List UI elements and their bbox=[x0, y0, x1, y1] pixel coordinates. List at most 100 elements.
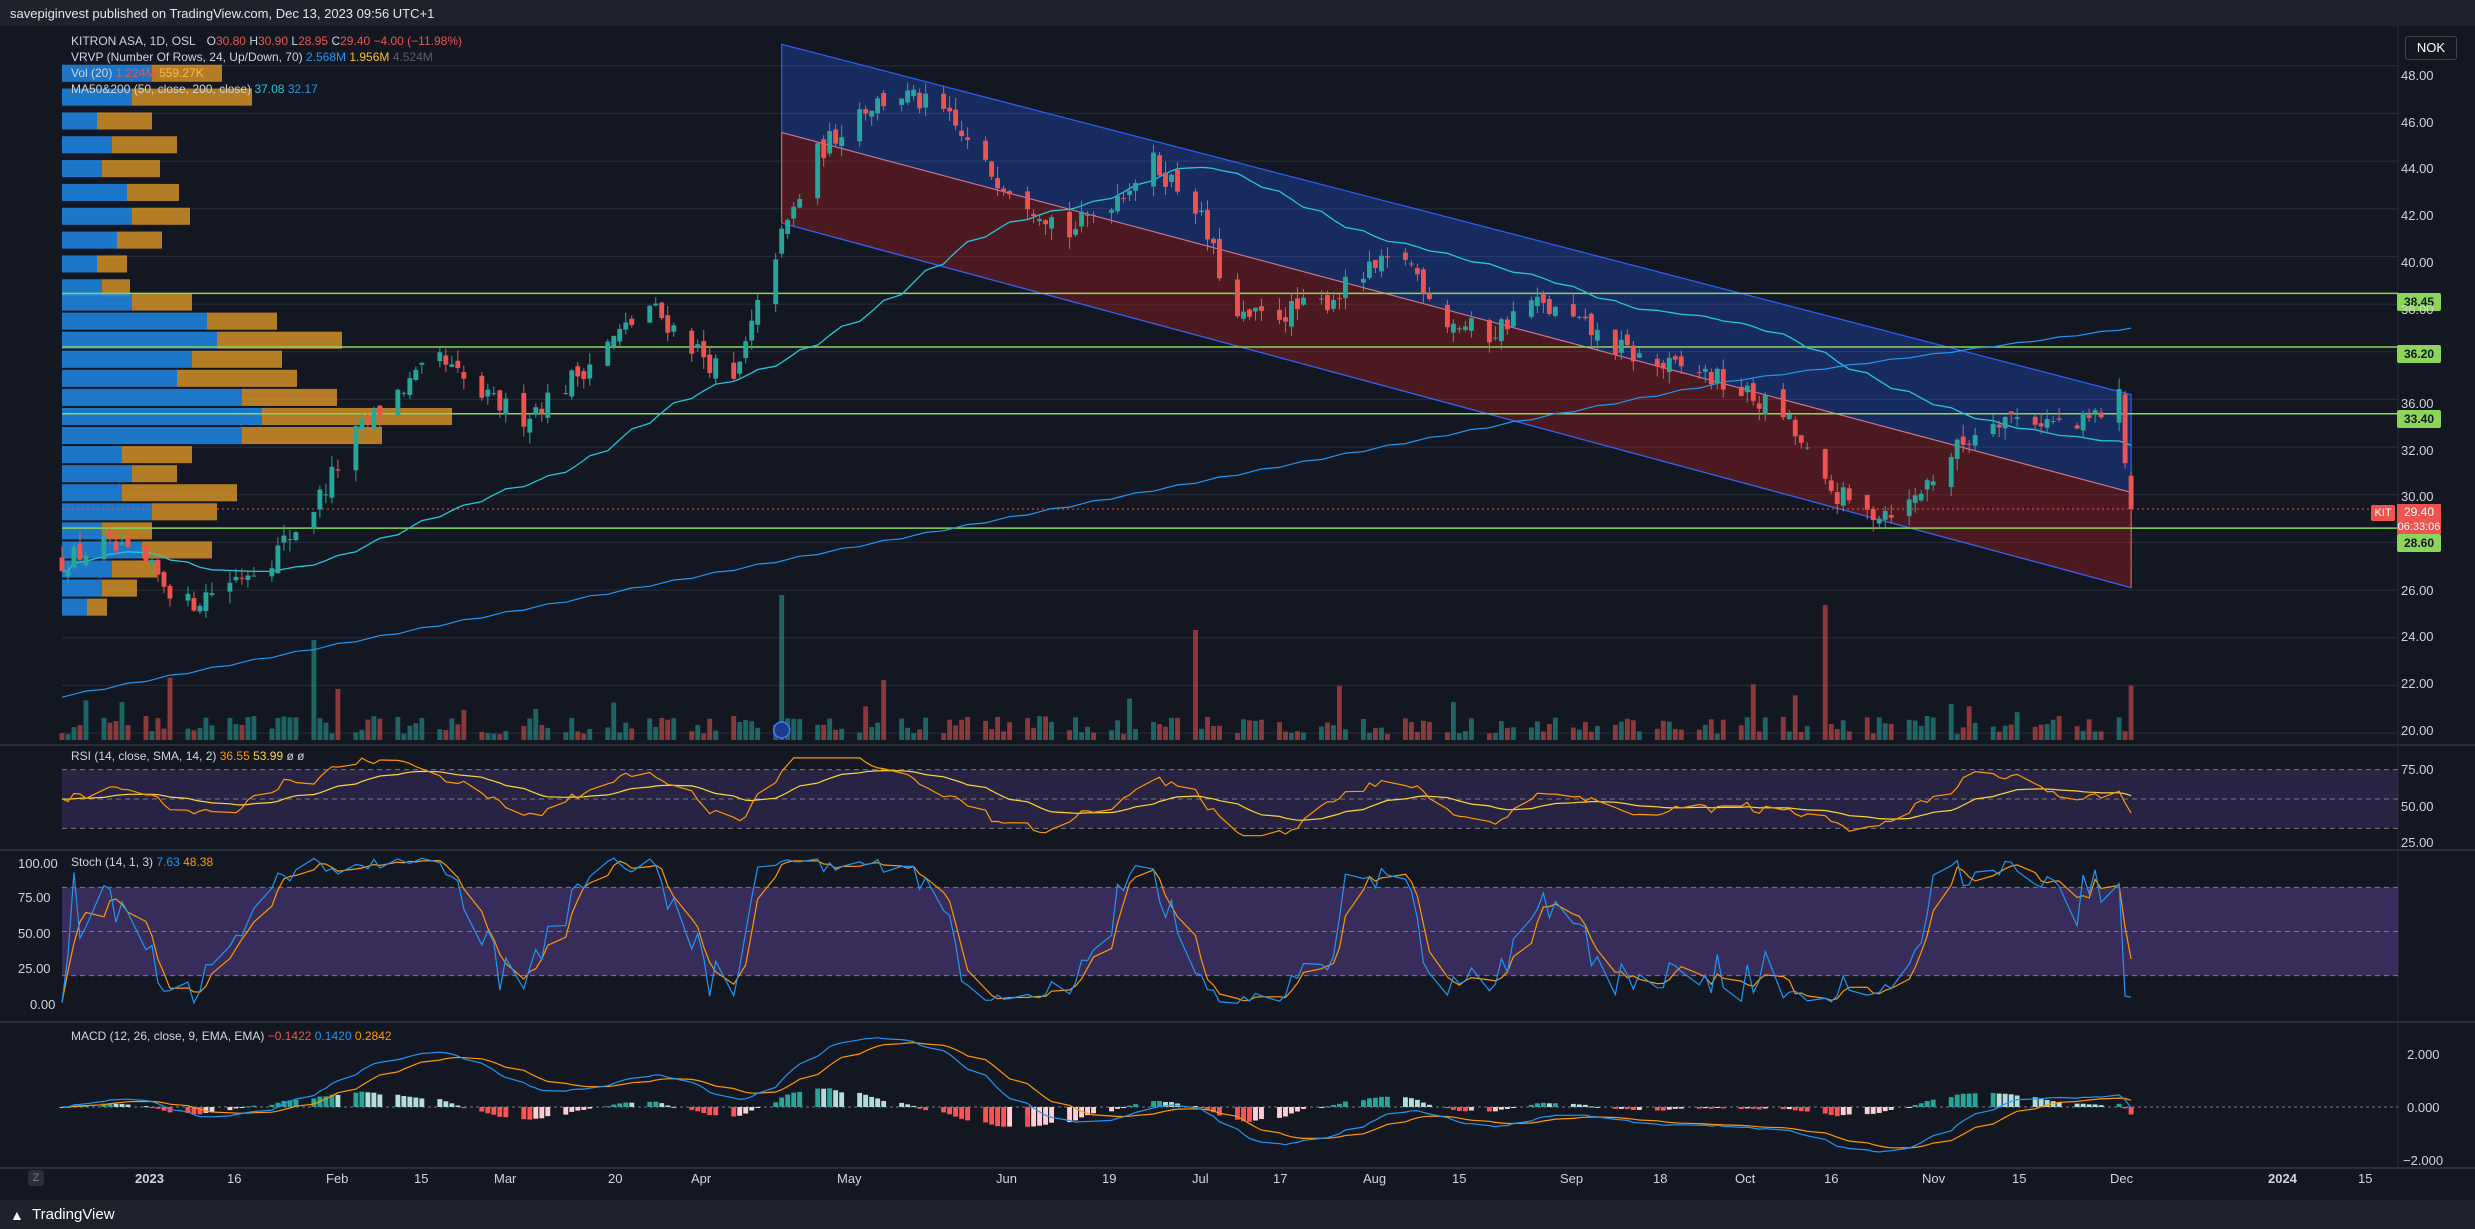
macd-hist-bar bbox=[293, 1099, 299, 1107]
macd-hist-bar bbox=[863, 1094, 869, 1107]
candle-body bbox=[713, 358, 719, 379]
macd-hist-bar bbox=[785, 1094, 791, 1107]
volume-bar bbox=[1007, 722, 1013, 740]
volume-bar bbox=[1540, 731, 1546, 740]
symbol-row[interactable]: KITRON ASA, 1D, OSL O30.80 H30.90 L28.95… bbox=[71, 33, 462, 49]
volume-bar bbox=[839, 728, 845, 740]
macd-hist-bar bbox=[107, 1103, 113, 1107]
vrvp-up-bar bbox=[62, 312, 207, 330]
volume-bar bbox=[1702, 724, 1708, 740]
volume-bar bbox=[203, 717, 209, 740]
volume-bar bbox=[1211, 726, 1216, 740]
time-tick: 15 bbox=[2012, 1171, 2027, 1186]
candle-body bbox=[1462, 326, 1468, 330]
macd-hist-bar bbox=[1636, 1107, 1642, 1110]
macd-hist-bar bbox=[2038, 1098, 2044, 1107]
volume-bar bbox=[479, 731, 485, 740]
vrvp-down: 1.956M bbox=[349, 50, 390, 64]
candle-body bbox=[2038, 423, 2044, 427]
macd-hist-bar bbox=[479, 1107, 485, 1112]
volume-bar bbox=[1414, 731, 1420, 740]
candle-body bbox=[1588, 313, 1594, 336]
candle-body bbox=[653, 303, 659, 306]
candle-body bbox=[587, 364, 593, 379]
tradingview-logo-icon[interactable]: ▲ bbox=[10, 1207, 24, 1223]
volume-bar bbox=[1492, 732, 1498, 740]
volume-bar bbox=[539, 725, 545, 740]
candle-body bbox=[371, 408, 377, 429]
candle-body bbox=[2116, 389, 2122, 423]
macd-hist-bar bbox=[1402, 1097, 1408, 1107]
candle-body bbox=[995, 178, 1001, 189]
volume-bar bbox=[1672, 729, 1678, 740]
macd-hist-bar bbox=[1205, 1107, 1210, 1111]
time-axis[interactable]: Z 2023 16 Feb 15 Mar 20 Apr May Jun 19 J… bbox=[0, 1168, 2475, 1190]
volume-bar bbox=[1714, 733, 1720, 740]
candle-body bbox=[1540, 293, 1546, 303]
candle-body bbox=[311, 512, 317, 529]
time-tick: 15 bbox=[2358, 1171, 2373, 1186]
macd-hist-bar bbox=[2128, 1107, 2134, 1115]
macd-hist-bar bbox=[1384, 1096, 1390, 1107]
macd-hist-bar bbox=[329, 1094, 335, 1107]
candle-body bbox=[821, 139, 827, 159]
volume-bar bbox=[1133, 728, 1138, 740]
candle-body bbox=[407, 378, 413, 396]
volume-bar bbox=[1834, 728, 1840, 740]
volume-bar bbox=[833, 729, 839, 740]
vrvp-down-bar bbox=[112, 560, 157, 578]
stoch-legend[interactable]: Stoch (14, 1, 3) 7.63 48.38 bbox=[71, 855, 213, 869]
volume-bar bbox=[689, 731, 695, 740]
macd-hist-bar bbox=[1972, 1093, 1978, 1107]
macd-hist-bar bbox=[1007, 1107, 1013, 1127]
volume-bar bbox=[749, 721, 755, 740]
price-tick: 32.00 bbox=[2401, 443, 2434, 458]
volume-bar bbox=[401, 733, 407, 740]
price-countdown: 06:33:06 bbox=[2397, 520, 2441, 534]
candle-body bbox=[2092, 410, 2098, 414]
macd-hist-bar bbox=[1834, 1107, 1840, 1117]
candle-body bbox=[239, 577, 245, 579]
candle-body bbox=[1636, 353, 1642, 358]
volume-bar bbox=[857, 732, 863, 740]
candle-body bbox=[317, 489, 323, 510]
volume-bar bbox=[101, 718, 107, 740]
vol-row[interactable]: Vol (20) 1.224M 559.27K bbox=[71, 65, 462, 81]
candle-body bbox=[1067, 211, 1073, 238]
zoom-button[interactable]: Z bbox=[28, 1170, 44, 1186]
volume-bar bbox=[2122, 731, 2128, 740]
vrvp-down-bar bbox=[127, 183, 179, 201]
macd-signal-line bbox=[62, 1042, 2132, 1149]
symbol-name[interactable]: KITRON ASA, 1D, OSL bbox=[71, 34, 196, 48]
volume-bar bbox=[659, 718, 665, 740]
stoch-tick: 50.00 bbox=[18, 926, 51, 941]
candle-body bbox=[419, 362, 425, 365]
stoch-tick: 25.00 bbox=[18, 961, 51, 976]
candle-body bbox=[443, 355, 449, 365]
candle-body bbox=[1882, 510, 1888, 520]
ma-row[interactable]: MA50&200 (50, close, 200, close) 37.08 3… bbox=[71, 81, 462, 97]
stoch-tick: 100.00 bbox=[18, 856, 58, 871]
currency-button[interactable]: NOK bbox=[2405, 36, 2457, 60]
vrvp-down-bar bbox=[87, 598, 107, 616]
macd-legend[interactable]: MACD (12, 26, close, 9, EMA, EMA) −0.142… bbox=[71, 1029, 392, 1043]
candle-body bbox=[791, 206, 797, 219]
macd-hist-bar bbox=[1990, 1092, 1996, 1107]
time-tick: 16 bbox=[227, 1171, 242, 1186]
footer-brand[interactable]: TradingView bbox=[32, 1206, 115, 1223]
macd-hist-bar bbox=[1762, 1107, 1768, 1109]
macd-hist-bar bbox=[1492, 1107, 1498, 1112]
price-axis[interactable]: 48.00 46.00 44.00 42.00 40.00 38.00 36.0… bbox=[2401, 0, 2475, 745]
vrvp-up-bar bbox=[62, 465, 132, 483]
price-tick: 24.00 bbox=[2401, 629, 2434, 644]
time-tick: 2024 bbox=[2268, 1171, 2297, 1186]
rsi-legend[interactable]: RSI (14, close, SMA, 14, 2) 36.55 53.99 … bbox=[71, 749, 305, 763]
stoch-d-line bbox=[61, 859, 2132, 1003]
volume-bar bbox=[1199, 728, 1204, 740]
vrvp-row[interactable]: VRVP (Number Of Rows, 24, Up/Down, 70) 2… bbox=[71, 49, 462, 65]
vrvp-down-bar bbox=[112, 136, 177, 154]
vrvp-up-bar bbox=[62, 279, 102, 297]
volume-bar bbox=[521, 725, 527, 740]
